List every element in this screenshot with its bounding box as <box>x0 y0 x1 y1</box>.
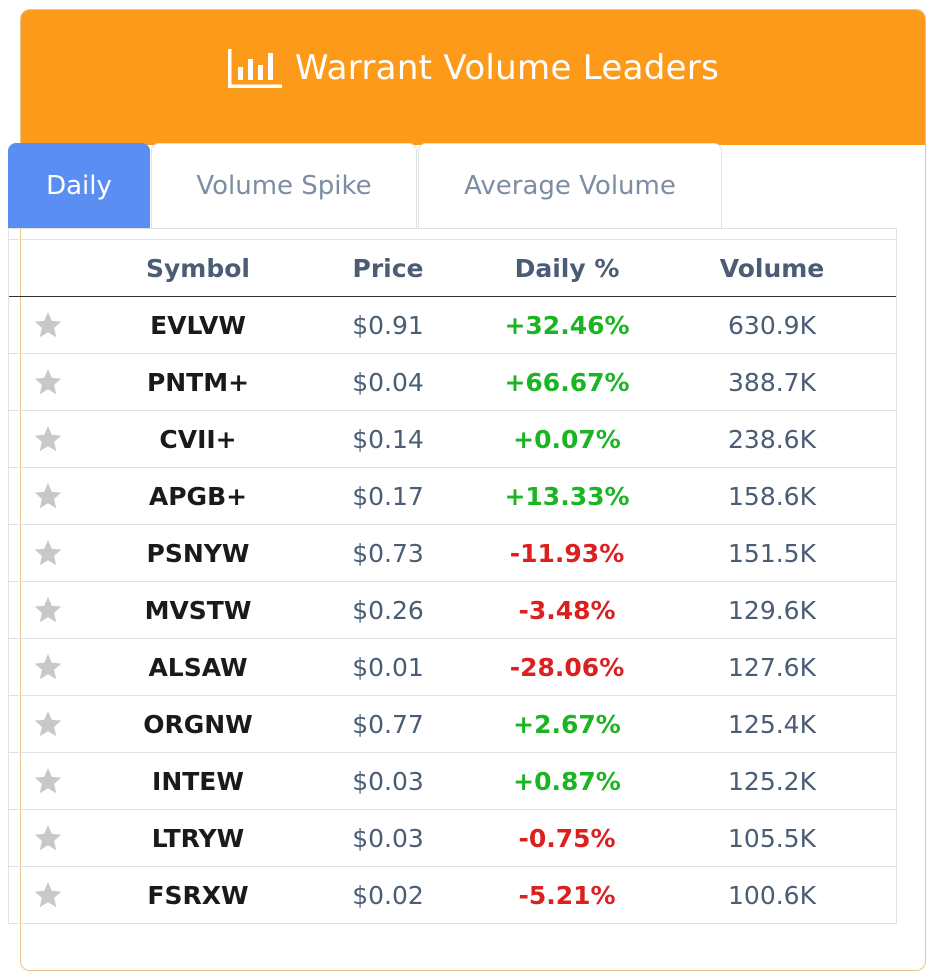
volume-cell: 125.2K <box>728 766 816 796</box>
price-cell: $0.17 <box>352 481 424 511</box>
star-icon[interactable] <box>9 311 87 339</box>
symbol-cell[interactable]: INTEW <box>152 766 244 796</box>
symbol-cell[interactable]: FSRXW <box>147 880 249 910</box>
table-row[interactable]: EVLVW $0.91 +32.46% 630.9K <box>9 297 896 354</box>
symbol-cell[interactable]: MVSTW <box>144 595 252 625</box>
daily-change-cell: +32.46% <box>504 310 630 340</box>
volume-cell: 100.6K <box>728 880 816 910</box>
tab-bar: Daily Volume Spike Average Volume <box>8 143 722 228</box>
star-icon[interactable] <box>9 596 87 624</box>
price-cell: $0.73 <box>352 538 424 568</box>
bar-chart-icon <box>227 47 283 89</box>
price-cell: $0.26 <box>352 595 424 625</box>
volume-cell: 105.5K <box>728 823 816 853</box>
table-row[interactable]: MVSTW $0.26 -3.48% 129.6K <box>9 582 896 639</box>
volume-cell: 129.6K <box>728 595 816 625</box>
tab-volume-spike[interactable]: Volume Spike <box>151 143 417 228</box>
volume-cell: 238.6K <box>728 424 816 454</box>
volume-cell: 158.6K <box>728 481 816 511</box>
daily-change-cell: +0.87% <box>513 766 621 796</box>
table-row[interactable]: PSNYW $0.73 -11.93% 151.5K <box>9 525 896 582</box>
daily-change-cell: +2.67% <box>513 709 621 739</box>
table-body: EVLVW $0.91 +32.46% 630.9K PNTM+ $0.04 +66.67%… <box>9 297 896 924</box>
symbol-cell[interactable]: ORGNW <box>143 709 253 739</box>
page-title: Warrant Volume Leaders <box>294 47 720 88</box>
column-header-price[interactable]: Price <box>352 253 424 283</box>
tab-daily[interactable]: Daily <box>8 143 150 228</box>
daily-change-cell: -0.75% <box>518 823 616 853</box>
symbol-cell[interactable]: PNTM+ <box>146 367 250 397</box>
price-cell: $0.03 <box>352 766 424 796</box>
star-icon[interactable] <box>9 824 87 852</box>
volume-cell: 125.4K <box>728 709 816 739</box>
volume-cell: 151.5K <box>728 538 816 568</box>
star-icon[interactable] <box>9 425 87 453</box>
price-cell: $0.01 <box>352 652 424 682</box>
star-icon[interactable] <box>9 482 87 510</box>
table-row[interactable]: PNTM+ $0.04 +66.67% 388.7K <box>9 354 896 411</box>
price-cell: $0.02 <box>352 880 424 910</box>
star-icon[interactable] <box>9 710 87 738</box>
table-header: Symbol Price Daily % Volume <box>9 239 896 297</box>
star-icon[interactable] <box>9 368 87 396</box>
daily-change-cell: -11.93% <box>509 538 625 568</box>
daily-change-cell: +13.33% <box>504 481 630 511</box>
table-row[interactable]: APGB+ $0.17 +13.33% 158.6K <box>9 468 896 525</box>
daily-change-cell: -3.48% <box>518 595 616 625</box>
leaders-table: Symbol Price Daily % Volume EVLVW $0.91 +3… <box>8 228 897 924</box>
volume-cell: 127.6K <box>728 652 816 682</box>
volume-cell: 388.7K <box>728 367 816 397</box>
daily-change-cell: +0.07% <box>513 424 621 454</box>
star-icon[interactable] <box>9 767 87 795</box>
column-header-volume[interactable]: Volume <box>719 253 825 283</box>
table-row[interactable]: ORGNW $0.77 +2.67% 125.4K <box>9 696 896 753</box>
volume-cell: 630.9K <box>728 310 816 340</box>
price-cell: $0.77 <box>352 709 424 739</box>
daily-change-cell: -5.21% <box>518 880 616 910</box>
table-row[interactable]: CVII+ $0.14 +0.07% 238.6K <box>9 411 896 468</box>
symbol-cell[interactable]: PSNYW <box>146 538 250 568</box>
symbol-cell[interactable]: APGB+ <box>148 481 248 511</box>
symbol-cell[interactable]: LTRYW <box>151 823 245 853</box>
star-icon[interactable] <box>9 539 87 567</box>
star-icon[interactable] <box>9 653 87 681</box>
table-row[interactable]: ALSAW $0.01 -28.06% 127.6K <box>9 639 896 696</box>
card-header: Warrant Volume Leaders <box>21 10 925 145</box>
symbol-cell[interactable]: ALSAW <box>148 652 248 682</box>
star-icon[interactable] <box>9 881 87 909</box>
column-header-symbol[interactable]: Symbol <box>146 253 250 283</box>
column-header-daily-percent[interactable]: Daily % <box>514 253 620 283</box>
daily-change-cell: -28.06% <box>509 652 625 682</box>
daily-change-cell: +66.67% <box>504 367 630 397</box>
header-title-group: Warrant Volume Leaders <box>227 47 719 89</box>
price-cell: $0.14 <box>352 424 424 454</box>
price-cell: $0.03 <box>352 823 424 853</box>
table-row[interactable]: FSRXW $0.02 -5.21% 100.6K <box>9 867 896 924</box>
table-row[interactable]: INTEW $0.03 +0.87% 125.2K <box>9 753 896 810</box>
price-cell: $0.04 <box>352 367 424 397</box>
table-row[interactable]: LTRYW $0.03 -0.75% 105.5K <box>9 810 896 867</box>
symbol-cell[interactable]: EVLVW <box>150 310 246 340</box>
symbol-cell[interactable]: CVII+ <box>159 424 237 454</box>
price-cell: $0.91 <box>352 310 424 340</box>
tab-average-volume[interactable]: Average Volume <box>418 143 722 228</box>
